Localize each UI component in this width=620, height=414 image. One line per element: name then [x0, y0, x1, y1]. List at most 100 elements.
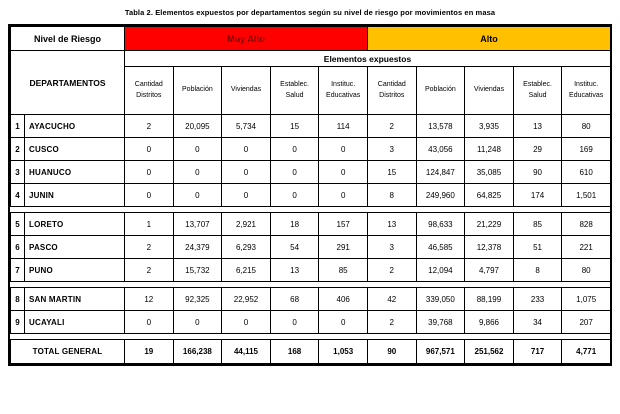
column-header: Población	[172, 66, 223, 115]
value-cell: 0	[269, 160, 320, 184]
value-cell: 39,768	[415, 310, 466, 334]
value-cell: 0	[318, 137, 368, 161]
value-cell: 15	[269, 114, 320, 138]
value-cell: 0	[221, 137, 271, 161]
value-cell: 3	[366, 137, 417, 161]
value-cell: 114	[318, 114, 368, 138]
value-cell: 13	[269, 258, 320, 282]
value-cell: 12,094	[415, 258, 466, 282]
value-cell: 2,921	[221, 212, 271, 236]
total-label: TOTAL GENERAL	[10, 339, 125, 364]
value-cell: 0	[269, 137, 320, 161]
row-number: 6	[10, 235, 25, 259]
value-cell: 98,633	[415, 212, 466, 236]
value-cell: 88,199	[464, 287, 514, 311]
value-cell: 6,293	[221, 235, 271, 259]
value-cell: 339,050	[415, 287, 466, 311]
table-row: 6 PASCO 2 24,379 6,293 54 291 3 46,585 12,378 51 22…	[10, 235, 611, 259]
row-number: 8	[10, 287, 25, 311]
value-cell: 92,325	[172, 287, 223, 311]
departamentos-header: DEPARTAMENTOS	[10, 50, 125, 115]
column-header: Instituc. Educativas	[318, 66, 368, 115]
department-name: JUNIN	[24, 183, 125, 207]
value-cell: 12,378	[464, 235, 514, 259]
row-number: 3	[10, 160, 25, 184]
value-cell: 80	[561, 114, 611, 138]
row-number: 1	[10, 114, 25, 138]
value-cell: 22,952	[221, 287, 271, 311]
value-cell: 406	[318, 287, 368, 311]
value-cell: 0	[124, 137, 174, 161]
value-cell: 0	[221, 160, 271, 184]
total-row: TOTAL GENERAL 19 166,238 44,115 168 1,053 90 96…	[10, 339, 611, 364]
row-number: 2	[10, 137, 25, 161]
value-cell: 90	[512, 160, 563, 184]
value-cell: 42	[366, 287, 417, 311]
value-cell: 29	[512, 137, 563, 161]
value-cell: 2	[124, 114, 174, 138]
value-cell: 169	[561, 137, 611, 161]
value-cell: 46,585	[415, 235, 466, 259]
value-cell: 0	[318, 160, 368, 184]
value-cell: 51	[512, 235, 563, 259]
value-cell: 207	[561, 310, 611, 334]
value-cell: 12	[124, 287, 174, 311]
value-cell: 24,379	[172, 235, 223, 259]
value-cell: 13	[366, 212, 417, 236]
table-row: 1 AYACUCHO 2 20,095 5,734 15 114 2 13,578 3,935 13…	[10, 114, 611, 138]
table-row: 9 UCAYALI 0 0 0 0 0 2 39,768 9,866 34 207	[10, 310, 611, 334]
value-cell: 0	[269, 183, 320, 207]
column-header: Instituc. Educativas	[561, 66, 611, 115]
value-cell: 0	[172, 183, 223, 207]
total-value: 4,771	[561, 339, 611, 364]
table-title: Tabla 2. Elementos expuestos por departa…	[124, 8, 496, 17]
value-cell: 0	[221, 183, 271, 207]
value-cell: 34	[512, 310, 563, 334]
value-cell: 124,847	[415, 160, 466, 184]
value-cell: 0	[124, 183, 174, 207]
elements-row: DEPARTAMENTOS Elementos expuestos	[10, 50, 611, 115]
table-row: 2 CUSCO 0 0 0 0 0 3 43,056 11,248 29 169	[10, 137, 611, 161]
value-cell: 291	[318, 235, 368, 259]
column-header: Establec. Salud	[512, 66, 563, 115]
column-header: Viviendas	[221, 66, 271, 115]
row-number: 9	[10, 310, 25, 334]
value-cell: 20,095	[172, 114, 223, 138]
value-cell: 157	[318, 212, 368, 236]
value-cell: 35,085	[464, 160, 514, 184]
elementos-expuestos-header: Elementos expuestos	[124, 50, 611, 67]
value-cell: 0	[172, 160, 223, 184]
row-number: 7	[10, 258, 25, 282]
value-cell: 85	[318, 258, 368, 282]
value-cell: 85	[512, 212, 563, 236]
value-cell: 0	[269, 310, 320, 334]
value-cell: 68	[269, 287, 320, 311]
value-cell: 54	[269, 235, 320, 259]
value-cell: 2	[124, 258, 174, 282]
value-cell: 610	[561, 160, 611, 184]
risk-alto-header: Alto	[366, 26, 611, 51]
value-cell: 5,734	[221, 114, 271, 138]
total-value: 168	[269, 339, 320, 364]
value-cell: 18	[269, 212, 320, 236]
value-cell: 15	[366, 160, 417, 184]
total-value: 19	[124, 339, 174, 364]
department-name: PASCO	[24, 235, 125, 259]
value-cell: 13,578	[415, 114, 466, 138]
department-name: SAN MARTIN	[24, 287, 125, 311]
value-cell: 249,960	[415, 183, 466, 207]
total-value: 717	[512, 339, 563, 364]
value-cell: 0	[124, 310, 174, 334]
value-cell: 15,732	[172, 258, 223, 282]
value-cell: 1,501	[561, 183, 611, 207]
value-cell: 0	[318, 310, 368, 334]
row-number: 5	[10, 212, 25, 236]
total-value: 166,238	[172, 339, 223, 364]
value-cell: 233	[512, 287, 563, 311]
value-cell: 43,056	[415, 137, 466, 161]
column-header: Establec. Salud	[269, 66, 320, 115]
value-cell: 8	[366, 183, 417, 207]
value-cell: 0	[124, 160, 174, 184]
table-row: 7 PUNO 2 15,732 6,215 13 85 2 12,094 4,797 8 80	[10, 258, 611, 282]
